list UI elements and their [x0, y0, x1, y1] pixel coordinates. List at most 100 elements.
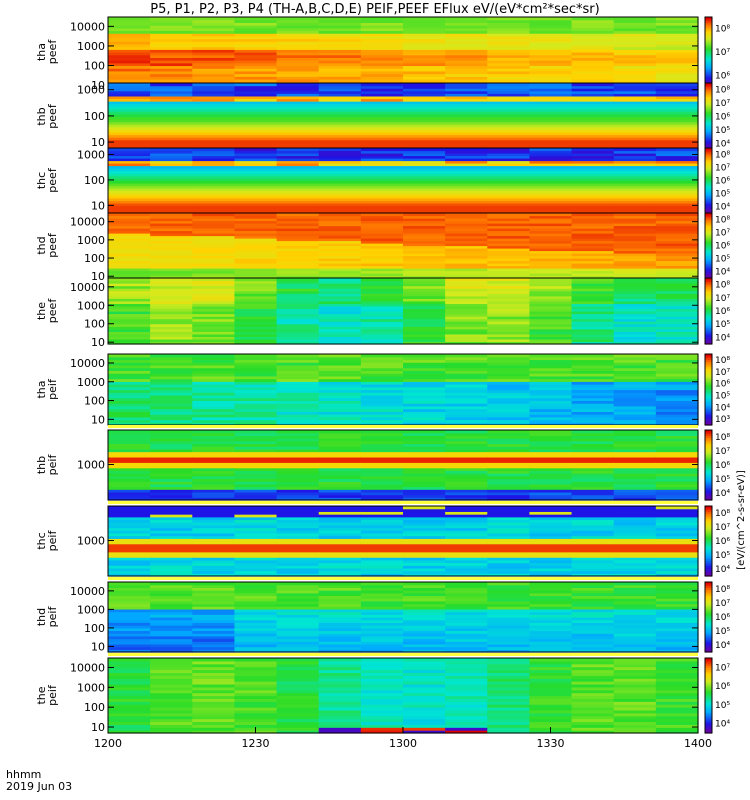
heat-cell — [613, 243, 657, 247]
heat-cell — [403, 627, 446, 632]
heat-cell — [318, 290, 362, 294]
heat-cell — [613, 721, 657, 725]
heat-cell — [150, 33, 193, 37]
heat-cell — [276, 538, 320, 542]
heat-cell — [655, 273, 699, 277]
heat-cell — [108, 712, 151, 717]
heat-cell — [276, 483, 320, 488]
colorbar-step — [705, 671, 712, 674]
heat-cell — [571, 278, 615, 282]
heat-cell — [445, 19, 488, 23]
colorbar-step — [705, 506, 712, 509]
heat-cell — [487, 422, 531, 426]
heat-cell — [234, 293, 278, 297]
heat-cell — [655, 46, 699, 50]
heat-cell — [571, 258, 615, 262]
heat-cell — [150, 225, 193, 229]
heat-cell — [150, 704, 193, 708]
heat-cell — [108, 139, 151, 143]
heat-cell — [150, 208, 193, 212]
heat-cell — [234, 298, 278, 302]
heat-cell — [487, 98, 531, 102]
heat-cell — [318, 65, 362, 69]
heat-cell — [318, 90, 362, 94]
heat-cell — [150, 190, 193, 194]
heat-cell — [655, 65, 699, 69]
heat-cell — [613, 614, 657, 618]
heat-cell — [150, 592, 193, 597]
heat-cell — [276, 630, 320, 634]
colorbar-step — [705, 245, 712, 248]
colorbar-step — [705, 301, 712, 304]
heat-cell — [318, 567, 362, 572]
heat-cell — [655, 408, 699, 412]
heat-cell — [150, 522, 193, 526]
heat-cell — [445, 532, 488, 537]
heat-cell — [487, 359, 531, 363]
heat-cell — [234, 483, 278, 488]
heat-cell — [529, 208, 573, 212]
heat-cell — [613, 200, 657, 204]
heat-cell — [613, 403, 657, 407]
heat-cell — [276, 95, 320, 100]
colorbar-tick-label: 10⁴ — [715, 489, 730, 499]
heat-cell — [318, 240, 362, 244]
heat-cell — [318, 489, 362, 493]
colorbar-step — [705, 151, 712, 154]
heat-cell — [613, 150, 657, 154]
heat-cell — [108, 243, 151, 247]
heat-cell — [613, 367, 657, 371]
heat-cell — [445, 494, 488, 498]
heat-cell — [108, 384, 151, 388]
heat-cell — [192, 721, 236, 725]
heat-cell — [276, 551, 320, 556]
heat-cell — [571, 248, 615, 252]
heat-cell — [655, 551, 699, 556]
heat-cell — [108, 489, 151, 493]
heat-cell — [150, 381, 193, 385]
y-tick-label: 1000 — [77, 148, 105, 161]
heat-cell — [276, 321, 320, 325]
heat-cell — [360, 139, 404, 143]
heat-cell — [192, 255, 236, 259]
heat-cell — [276, 660, 320, 665]
heat-cell — [192, 638, 236, 642]
heat-cell — [108, 41, 151, 45]
heat-cell — [655, 530, 699, 534]
heat-cell — [192, 462, 236, 466]
colorbar-step — [705, 271, 712, 274]
heat-cell — [487, 497, 531, 501]
heat-cell — [403, 17, 446, 21]
heat-cell — [571, 316, 615, 320]
heat-cell — [529, 235, 573, 239]
heat-cell — [318, 627, 362, 632]
heat-cell — [360, 70, 404, 75]
heat-cell — [403, 49, 446, 53]
heat-cell — [276, 275, 320, 279]
colorbar-step — [705, 296, 712, 299]
heat-cell — [529, 506, 573, 510]
heat-cell — [487, 85, 531, 89]
colorbar-step — [705, 38, 712, 41]
heat-cell — [655, 435, 699, 439]
heat-cell — [529, 326, 573, 330]
heat-cell — [150, 614, 193, 618]
heat-cell — [529, 701, 573, 705]
heat-cell — [613, 354, 657, 358]
heat-cell — [234, 454, 278, 458]
heat-cell — [276, 305, 320, 310]
heat-cell — [403, 698, 446, 702]
heat-cell — [360, 65, 404, 69]
heat-cell — [108, 465, 151, 469]
heat-cell — [150, 397, 193, 402]
heat-cell — [655, 93, 699, 97]
heat-cell — [445, 65, 488, 69]
heat-cell — [403, 341, 446, 345]
heat-cell — [445, 148, 488, 152]
colorbar-step — [705, 98, 712, 101]
heat-cell — [445, 78, 488, 83]
heat-cell — [192, 675, 236, 679]
heat-cell — [487, 333, 531, 337]
heat-cell — [613, 144, 657, 149]
heat-cell — [655, 253, 699, 257]
